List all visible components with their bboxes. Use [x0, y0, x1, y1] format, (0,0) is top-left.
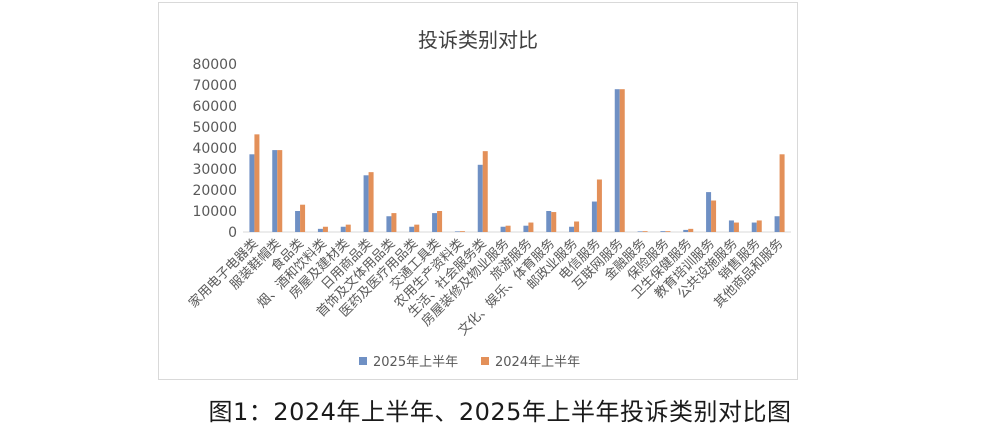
bar-2025	[660, 231, 666, 232]
bar-2025	[454, 231, 460, 232]
bar-2025	[728, 220, 734, 232]
bar-2024	[437, 211, 443, 232]
bar-2024	[596, 179, 602, 232]
chart-title: 投诉类别对比	[418, 28, 538, 52]
bar-2024	[711, 200, 717, 232]
bar-2025	[249, 154, 255, 232]
chart-frame: 投诉类别对比 0 10000 20000 30000 40000 50000 60000 70…	[158, 2, 798, 380]
axis-layer: 0 10000 20000 30000 40000 50000 60000 70000 8000…	[192, 57, 791, 241]
y-tick-label: 0	[228, 225, 237, 241]
bar-2025	[477, 164, 483, 232]
bar-2025	[751, 222, 757, 232]
bar-2025	[500, 226, 506, 232]
y-tick-label: 80000	[192, 57, 237, 73]
bar-2024	[551, 212, 557, 232]
bar-2024	[528, 222, 534, 232]
bar-2025	[591, 201, 597, 232]
bar-2025	[272, 150, 278, 232]
bar-2024	[574, 221, 580, 232]
bar-2025	[523, 225, 529, 232]
bar-2025	[683, 229, 689, 232]
legend-label: 2025年上半年	[373, 355, 458, 370]
legend: 2025年上半年 2024年上半年	[359, 355, 580, 370]
y-tick-label: 70000	[192, 78, 237, 94]
bar-2024	[459, 231, 465, 232]
legend-label: 2024年上半年	[495, 355, 580, 370]
bar-2025	[340, 226, 346, 232]
bar-2024	[482, 151, 488, 232]
bar-2025	[614, 89, 620, 232]
x-tick-labels: 家用电子电器类服装鞋帽类食品类烟、酒和饮料类房屋及建材类日用商品类首饰及文体用品…	[186, 236, 787, 339]
bar-2025	[569, 226, 575, 232]
bar-2025	[706, 192, 712, 232]
bar-2024	[688, 228, 694, 232]
bar-2025	[386, 216, 392, 232]
y-tick-label: 50000	[192, 120, 237, 136]
y-tick-label: 20000	[192, 183, 237, 199]
bar-2024	[345, 224, 351, 232]
bar-2024	[277, 150, 283, 232]
bar-chart: 投诉类别对比 0 10000 20000 30000 40000 50000 60000 70…	[186, 28, 791, 370]
bar-2024	[254, 134, 260, 232]
y-tick-label: 40000	[192, 141, 237, 157]
bar-2025	[409, 226, 415, 232]
legend-swatch	[359, 357, 367, 365]
bar-2024	[300, 204, 306, 232]
bar-2024	[733, 222, 739, 232]
figure-caption: 图1：2024年上半年、2025年上半年投诉类别对比图	[208, 398, 792, 426]
bar-2024	[368, 172, 374, 232]
bar-2025	[432, 213, 438, 232]
y-tick-label: 10000	[192, 204, 237, 220]
legend-swatch	[481, 357, 489, 365]
bar-2025	[546, 211, 552, 232]
bar-2024	[665, 231, 671, 232]
y-tick-label: 30000	[192, 162, 237, 178]
bar-2025	[637, 231, 643, 232]
bar-2024	[322, 226, 328, 232]
bar-2025	[317, 228, 323, 232]
bar-2024	[619, 89, 625, 232]
bar-2025	[295, 211, 301, 232]
bar-layer	[249, 89, 785, 232]
bar-2024	[505, 225, 511, 232]
bar-2024	[779, 154, 785, 232]
y-tick-label: 60000	[192, 99, 237, 115]
bar-2025	[774, 216, 780, 232]
bar-2025	[363, 175, 369, 232]
bar-2024	[642, 231, 648, 232]
bar-2024	[414, 224, 420, 232]
bar-2024	[391, 213, 397, 232]
bar-2024	[756, 220, 762, 232]
